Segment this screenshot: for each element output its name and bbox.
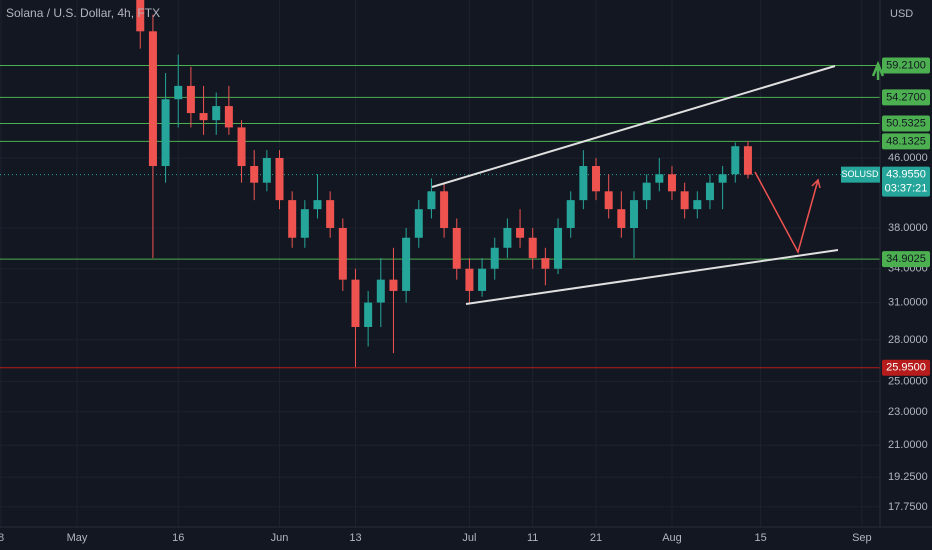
candle-body: [338, 227, 347, 280]
candle-body: [503, 227, 512, 248]
level-label-box: [882, 115, 930, 132]
level-label-box: [882, 89, 930, 106]
candle-body: [566, 200, 575, 228]
x-tick-label: Aug: [662, 532, 682, 544]
x-tick-label: May: [67, 532, 88, 544]
y-tick-label: 17.7500: [888, 501, 928, 513]
x-tick-label: Jun: [271, 532, 289, 544]
last-price-box: [882, 166, 930, 197]
candle-body: [351, 279, 360, 327]
candle-body: [516, 227, 525, 238]
candles: [136, 0, 752, 368]
candle-body: [604, 191, 613, 210]
candle-body: [705, 182, 714, 201]
symbol-label: SOLUSD: [841, 169, 879, 179]
candle-body: [642, 182, 651, 201]
x-tick-label: Jul: [462, 532, 476, 544]
candle-body: [617, 209, 626, 228]
candle-body: [262, 157, 271, 183]
candle-body: [592, 166, 601, 192]
y-tick-label: 23.0000: [888, 406, 928, 418]
levels: [0, 64, 880, 369]
axis-labels: 17.7500 19.2500 21.0000 23.0000 25.0000 28.00…: [0, 57, 930, 544]
level-label-box: [882, 359, 930, 376]
x-tick-label: 13: [349, 532, 361, 544]
candle-body: [465, 268, 474, 291]
candle-body: [427, 191, 436, 210]
candle-body: [490, 247, 499, 269]
candle-body: [186, 85, 195, 114]
candle-body: [440, 191, 449, 228]
y-tick-label: 21.0000: [888, 439, 928, 451]
candle-body: [731, 146, 740, 175]
countdown-label: 03:37:21: [885, 183, 928, 195]
lower-trendline: [465, 249, 839, 305]
level-label: 59.2100: [886, 59, 926, 71]
symbol-box: [841, 166, 880, 183]
candle-body: [554, 227, 563, 269]
x-tick-label: 21: [590, 532, 602, 544]
candle-body: [414, 209, 423, 238]
y-tick-label: 25.0000: [888, 375, 928, 387]
candle-body: [224, 106, 233, 128]
candle-body: [288, 200, 297, 238]
candle-body: [718, 174, 727, 183]
x-tick-label: Sep: [852, 532, 872, 544]
candle-body: [174, 85, 183, 100]
candle-body: [478, 268, 487, 291]
candle-body: [376, 279, 385, 303]
last-price-label: 43.9550: [886, 169, 926, 181]
y-tick-label: 38.0000: [888, 222, 928, 234]
x-tick-label: 16: [172, 532, 184, 544]
candle-body: [237, 127, 246, 167]
candle-body: [136, 0, 145, 32]
candle-body: [326, 200, 335, 228]
y-tick-label: 28.0000: [888, 334, 928, 346]
candle-body: [541, 258, 550, 269]
candle-body: [743, 146, 752, 175]
candle-body: [364, 302, 373, 327]
candle-body: [300, 209, 309, 238]
projection-path: [754, 171, 819, 254]
level-label: 54.2700: [886, 91, 926, 103]
level-label: 50.5325: [886, 117, 926, 129]
candle-body: [275, 157, 284, 201]
grid: [0, 0, 880, 527]
projection-arrowhead: [811, 178, 821, 189]
upper-trendline: [431, 65, 836, 188]
y-tick-label: 31.0000: [888, 296, 928, 308]
candle-body: [199, 113, 208, 121]
chart-title: Solana / U.S. Dollar, 4h, FTX: [6, 6, 160, 20]
x-tick-label: 8: [0, 532, 4, 544]
candle-body: [630, 200, 638, 228]
level-label-box: [882, 57, 930, 74]
level-label-box: [882, 133, 930, 150]
y-tick-label: 19.2500: [888, 471, 928, 483]
candle-body: [452, 227, 461, 269]
y-tick-label: 46.0000: [888, 152, 928, 164]
candle-body: [313, 200, 322, 210]
candle-body: [655, 174, 664, 183]
level-label: 25.9500: [886, 362, 926, 374]
level-label: 48.1325: [886, 135, 926, 147]
candle-body: [680, 191, 689, 210]
candle-body: [148, 31, 157, 167]
candle-body: [402, 237, 411, 291]
x-tick-label: 11: [527, 532, 538, 544]
candle-body: [693, 200, 702, 210]
candle-body: [667, 174, 676, 192]
candle-body: [528, 237, 537, 259]
candle-body: [161, 99, 170, 167]
alert-arrow-icon: [871, 60, 885, 80]
x-tick-label: 15: [754, 532, 766, 544]
price-unit: USD: [890, 8, 913, 20]
candle-body: [250, 166, 259, 183]
candle-body: [212, 106, 221, 121]
level-label-box: [882, 251, 930, 268]
candle-body: [389, 279, 398, 291]
level-label: 34.9025: [886, 253, 926, 265]
candle-body: [579, 166, 588, 201]
